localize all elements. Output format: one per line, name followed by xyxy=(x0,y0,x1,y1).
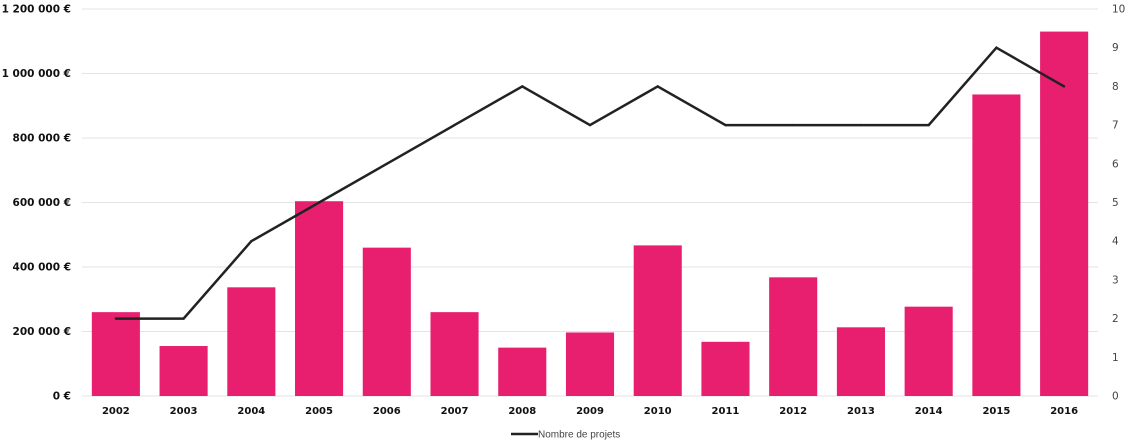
bar xyxy=(565,332,615,396)
bar xyxy=(498,347,547,396)
x-tick-label: 2005 xyxy=(305,406,333,417)
x-tick-label: 2012 xyxy=(779,406,807,417)
x-tick-label: 2007 xyxy=(441,406,469,417)
x-tick-label: 2014 xyxy=(915,406,943,417)
bar xyxy=(633,245,682,396)
left-tick-label: 1 000 000 € xyxy=(2,68,71,80)
right-tick-label: 10 xyxy=(1112,4,1125,16)
x-tick-label: 2010 xyxy=(644,406,672,417)
right-tick-label: 4 xyxy=(1112,236,1119,248)
right-tick-label: 3 xyxy=(1112,274,1119,286)
x-tick-label: 2008 xyxy=(508,406,536,417)
bar xyxy=(227,287,276,396)
line-point xyxy=(385,162,388,165)
bar xyxy=(362,247,411,396)
bar xyxy=(972,94,1021,397)
right-tick-label: 9 xyxy=(1112,42,1119,54)
right-tick-label: 6 xyxy=(1112,158,1119,170)
series-line-nombre-de-projets xyxy=(115,46,1065,320)
right-tick-label: 5 xyxy=(1112,197,1119,209)
line-point xyxy=(182,317,185,320)
bar xyxy=(430,312,479,396)
line-point xyxy=(588,123,592,127)
x-tick-label: 2002 xyxy=(102,406,130,417)
bar xyxy=(159,346,208,396)
line-point xyxy=(250,240,253,243)
x-tick-label: 2006 xyxy=(373,406,401,417)
x-tick-label: 2004 xyxy=(237,406,265,417)
legend-label: Nombre de projets xyxy=(538,430,620,441)
bar xyxy=(1040,31,1089,396)
x-tick-label: 2011 xyxy=(712,406,740,417)
x-tick-label: 2015 xyxy=(982,406,1010,417)
line-point xyxy=(995,46,998,49)
bar xyxy=(295,201,344,396)
line-point xyxy=(927,123,930,127)
left-tick-label: 400 000 € xyxy=(13,262,71,274)
left-tick-label: 200 000 € xyxy=(13,326,71,338)
x-tick-label: 2009 xyxy=(576,406,604,417)
bar xyxy=(701,341,750,396)
x-tick-label: 2003 xyxy=(170,406,198,417)
x-tick-label: 2013 xyxy=(847,406,875,417)
bar xyxy=(769,277,818,396)
left-tick-label: 800 000 € xyxy=(13,133,71,145)
right-tick-label: 1 xyxy=(1112,352,1119,364)
bar-series xyxy=(91,31,1089,397)
legend: Nombre de projets xyxy=(511,430,620,441)
line-point xyxy=(317,201,321,204)
right-tick-label: 2 xyxy=(1112,313,1119,325)
right-axis: 0 1 2 3 4 5 6 7 8 9 10 xyxy=(1112,4,1125,403)
right-tick-label: 0 xyxy=(1112,391,1119,403)
bar xyxy=(904,306,953,396)
line-point xyxy=(453,123,456,127)
line-point xyxy=(656,85,659,88)
line-point xyxy=(114,317,118,320)
line-series xyxy=(114,46,1066,320)
line-point xyxy=(521,85,524,88)
right-tick-label: 7 xyxy=(1112,120,1119,132)
left-tick-label: 600 000 € xyxy=(13,197,71,209)
line-point xyxy=(1062,85,1066,88)
x-tick-label: 2016 xyxy=(1050,406,1078,417)
left-axis: 0 € 200 000 € 400 000 € 600 000 € 800 000 € 1… xyxy=(2,4,71,403)
left-tick-label: 0 € xyxy=(53,391,71,403)
right-tick-label: 8 xyxy=(1112,81,1119,93)
bar xyxy=(91,312,140,396)
line-point xyxy=(724,123,727,127)
left-tick-label: 1 200 000 € xyxy=(2,4,71,16)
bar xyxy=(836,327,885,396)
line-point xyxy=(859,123,863,127)
x-axis: 2002 2003 2004 2005 2006 2007 2008 2009 2010 2011… xyxy=(102,406,1078,417)
line-point xyxy=(792,123,795,127)
